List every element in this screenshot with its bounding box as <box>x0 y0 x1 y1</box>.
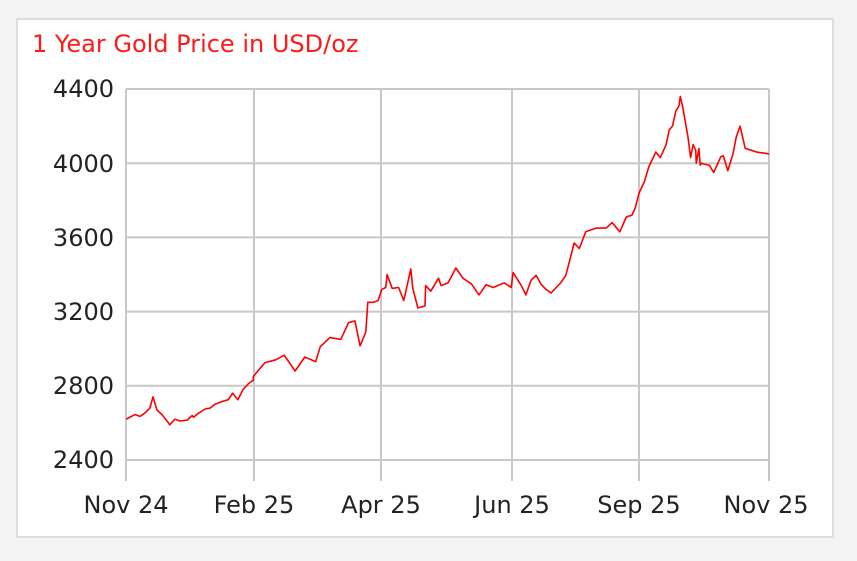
grid-lines <box>125 88 770 481</box>
x-tick-label-nov-25: Nov 25 <box>723 491 809 519</box>
y-tick-label-2800: 2800 <box>52 372 114 400</box>
x-tick-label-nov-24: Nov 24 <box>83 491 169 519</box>
gold-price-line <box>125 95 770 426</box>
x-tick-label-jun-25: Jun 25 <box>474 491 550 519</box>
x-tick-label-sep-25: Sep 25 <box>597 491 681 519</box>
x-tick-label-apr-25: Apr 25 <box>341 491 421 519</box>
y-tick-label-3600: 3600 <box>52 224 114 252</box>
chart-card <box>16 18 834 538</box>
y-tick-label-4400: 4400 <box>52 75 114 103</box>
x-tick-label-feb-25: Feb 25 <box>213 491 295 519</box>
y-tick-label-2400: 2400 <box>52 446 114 474</box>
y-tick-label-3200: 3200 <box>52 298 114 326</box>
chart-title: 1 Year Gold Price in USD/oz <box>32 30 359 58</box>
y-tick-label-4000: 4000 <box>52 150 114 178</box>
